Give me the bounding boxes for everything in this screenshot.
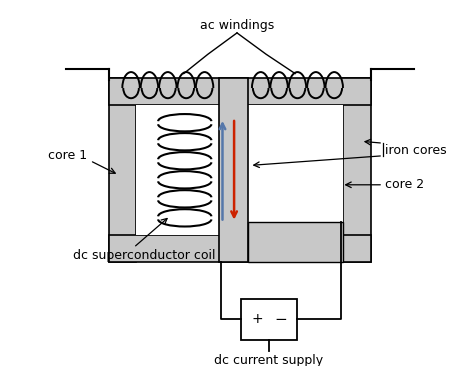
Text: +: +	[252, 312, 263, 326]
Text: dc superconductor coil: dc superconductor coil	[73, 249, 216, 262]
Bar	[109, 78, 137, 262]
Text: core 1: core 1	[48, 149, 87, 162]
Bar	[109, 235, 371, 262]
Text: ac windings: ac windings	[200, 19, 274, 31]
Bar	[344, 78, 371, 262]
Bar	[137, 105, 344, 235]
Bar	[219, 78, 247, 262]
Text: iron cores: iron cores	[385, 145, 447, 157]
Text: core 2: core 2	[385, 178, 424, 191]
Text: dc current supply: dc current supply	[214, 354, 323, 366]
Text: −: −	[274, 312, 287, 327]
Bar	[109, 78, 371, 105]
Bar	[241, 299, 297, 340]
Bar	[247, 221, 344, 262]
